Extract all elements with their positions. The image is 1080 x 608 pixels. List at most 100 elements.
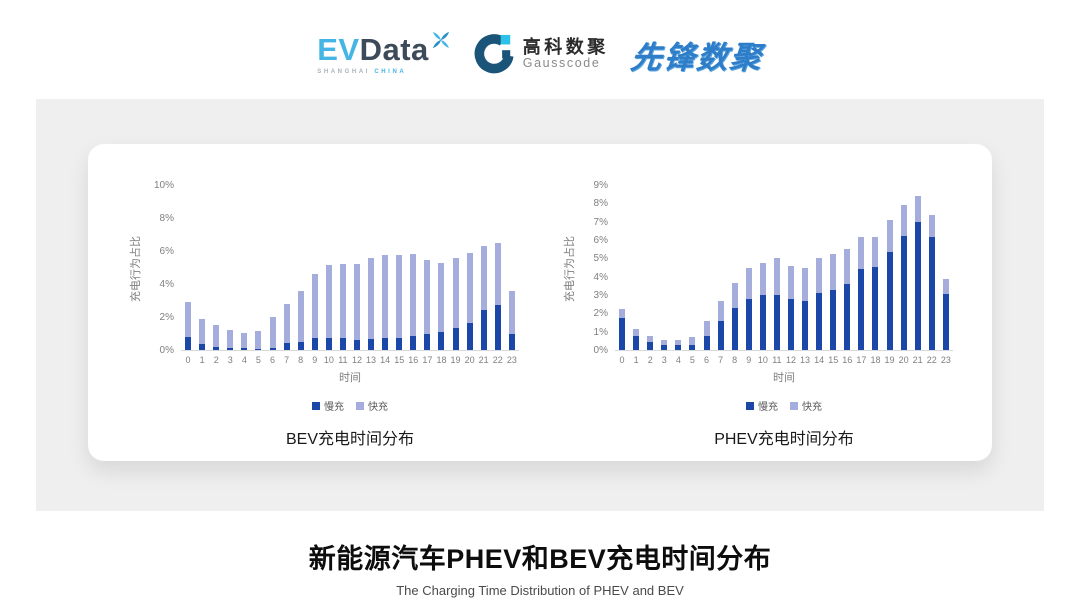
bar-fast-charge-segment — [199, 318, 206, 345]
logo-bar: EV Data SHANGHAI CHINA 高科数聚 Gausscode 先锋… — [0, 24, 1080, 84]
legend-label: 慢充 — [324, 402, 344, 413]
y-tick-label: 6% — [159, 246, 174, 257]
bar-slot — [308, 186, 322, 350]
bar-fast-charge-segment — [802, 267, 809, 302]
bar-slot — [854, 186, 868, 350]
evdata-x-leaf-icon — [432, 31, 449, 48]
bar-slot — [392, 186, 406, 350]
x-tick-label: 17 — [856, 355, 867, 365]
stacked-bar — [452, 258, 459, 350]
bar-slow-charge-segment — [703, 336, 710, 350]
bar-fast-charge-segment — [787, 265, 794, 299]
bar-slow-charge-segment — [382, 338, 389, 350]
bar-slot — [728, 186, 742, 350]
bar-slow-charge-segment — [241, 348, 248, 350]
bar-fast-charge-segment — [339, 264, 346, 339]
legend: 慢充 快充 — [615, 398, 953, 413]
bar-fast-charge-segment — [269, 317, 276, 348]
x-tick-label: 23 — [940, 355, 951, 365]
bar-fast-charge-segment — [297, 290, 304, 342]
x-axis-ticks: 0 1 2 3 4 5 6 7 8 9 10 11 12 13 14 15 16 17 18 19 20 21 22 23 — [181, 355, 519, 365]
x-tick-label: 23 — [506, 355, 517, 365]
bar-slow-charge-segment — [928, 237, 935, 350]
bar-slot — [477, 186, 491, 350]
stacked-bar — [480, 246, 487, 350]
stacked-bar — [900, 205, 907, 350]
bar-slow-charge-segment — [297, 341, 304, 350]
bar-fast-charge-segment — [858, 237, 865, 270]
bar-slot — [868, 186, 882, 350]
stacked-bar — [396, 255, 403, 350]
bar-fast-charge-segment — [816, 258, 823, 294]
stacked-bar — [311, 274, 318, 350]
y-axis: 0% 2% 4% 6% 8% 10% — [143, 181, 181, 356]
bar-slot — [491, 186, 505, 350]
bar-slow-charge-segment — [353, 340, 360, 350]
legend-label: 慢充 — [758, 402, 778, 413]
stacked-bar — [928, 215, 935, 350]
stacked-bar — [773, 258, 780, 350]
bar-slow-charge-segment — [494, 304, 501, 350]
legend: 慢充 快充 — [181, 398, 519, 413]
bar-fast-charge-segment — [480, 246, 487, 311]
stacked-bar — [199, 318, 206, 350]
x-tick-label: 21 — [912, 355, 923, 365]
bar-slot — [629, 186, 643, 350]
bar-slow-charge-segment — [199, 344, 206, 350]
legend-swatch — [356, 401, 364, 410]
x-tick-label: 18 — [870, 355, 881, 365]
stacked-bar — [647, 336, 654, 350]
stacked-bar — [703, 320, 710, 350]
bar-slow-charge-segment — [424, 333, 431, 350]
stacked-bar — [241, 332, 248, 350]
bar-slot — [756, 186, 770, 350]
x-tick-label: 14 — [380, 355, 391, 365]
bar-fast-charge-segment — [914, 196, 921, 222]
bar-fast-charge-segment — [311, 274, 318, 339]
bar-slow-charge-segment — [339, 338, 346, 350]
y-axis: 0% 1% 2% 3% 4% 5% 6% 7% 8% 9% — [577, 181, 615, 356]
x-tick-label: 12 — [785, 355, 796, 365]
bar-fast-charge-segment — [886, 219, 893, 252]
bar-slot — [420, 186, 434, 350]
stacked-bar — [185, 302, 192, 350]
bar-fast-charge-segment — [185, 302, 192, 337]
stacked-bar — [297, 290, 304, 350]
stacked-bar — [942, 279, 949, 350]
bar-slow-charge-segment — [325, 338, 332, 350]
x-axis-label: 时间 — [773, 372, 795, 384]
bar-fast-charge-segment — [368, 257, 375, 340]
x-tick-label: 8 — [732, 355, 738, 365]
x-tick-label: 11 — [338, 355, 348, 365]
bar-slow-charge-segment — [914, 221, 921, 350]
x-tick-label: 4 — [675, 355, 681, 365]
bar-slot — [685, 186, 699, 350]
bar-slow-charge-segment — [227, 348, 234, 350]
bar-slot — [770, 186, 784, 350]
bar-slot — [448, 186, 462, 350]
stacked-bar — [802, 267, 809, 350]
stacked-bar — [227, 330, 234, 350]
x-tick-label: 4 — [241, 355, 247, 365]
bar-slot — [826, 186, 840, 350]
stacked-bar — [410, 254, 417, 350]
bar-slot — [643, 186, 657, 350]
bar-slot — [784, 186, 798, 350]
bar-fast-charge-segment — [928, 215, 935, 238]
bar-fast-charge-segment — [745, 267, 752, 299]
bar-slot — [294, 186, 308, 350]
bar-slow-charge-segment — [508, 333, 515, 350]
x-tick-label: 17 — [422, 355, 433, 365]
bar-slow-charge-segment — [731, 307, 738, 350]
bar-fast-charge-segment — [731, 283, 738, 308]
bar-fast-charge-segment — [227, 330, 234, 349]
phev-chart: 充电行为占比 0% 1% 2% 3% 4% 5% 6% 7% 8% 9% 0 1 2 3 4 5 6 7 8 9 10 11… — [561, 181, 953, 461]
x-tick-label: 13 — [366, 355, 377, 365]
bar-fast-charge-segment — [382, 255, 389, 339]
stacked-bar — [368, 257, 375, 350]
legend-item: 慢充 — [312, 398, 344, 413]
bar-slow-charge-segment — [830, 289, 837, 350]
x-tick-label: 13 — [800, 355, 811, 365]
x-tick-label: 0 — [619, 355, 625, 365]
x-tick-label: 22 — [926, 355, 937, 365]
